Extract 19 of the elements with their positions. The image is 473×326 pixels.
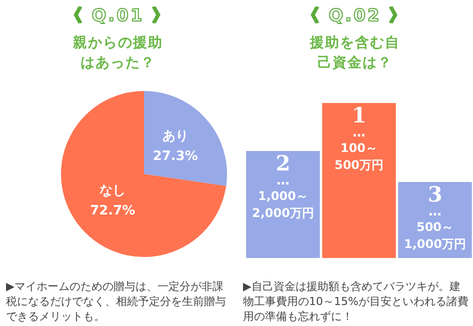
x-tick-label: 1,000～2,000万円 xyxy=(252,189,314,220)
annotation: 2 xyxy=(276,150,290,176)
x-tick-label: 100～500万円 xyxy=(334,141,384,172)
data-label: 72.7% xyxy=(90,204,136,219)
data-label: 27.3% xyxy=(152,149,198,164)
x-tick-label: 500～1,000万円 xyxy=(404,220,466,252)
annotation: … xyxy=(352,125,366,140)
annotation: … xyxy=(276,173,290,188)
annotation: … xyxy=(428,204,442,220)
text: ▶自己資金は援助額も含めてバラツキが。建物工事費用の10～15%が目安といわれる諸費用の準備も忘れずに！ xyxy=(243,279,469,324)
slice-label: あり xyxy=(162,129,188,144)
chart-subtitle: 援助を含む自己資金は？ xyxy=(308,34,401,73)
text: ▶マイホームのための贈与は、一定分が非課税になるだけでなく、相続予定分を生前贈与できるメリットも。 xyxy=(6,279,227,324)
chart-subtitle: 親からの援助はあった？ xyxy=(72,34,164,73)
chart-title: 《 Q.01 》 xyxy=(64,5,172,27)
chart-title: 《 Q.02 》 xyxy=(300,5,410,27)
annotation: 1 xyxy=(352,102,366,128)
annotation: 3 xyxy=(428,182,442,207)
slice-label: なし xyxy=(100,184,126,199)
